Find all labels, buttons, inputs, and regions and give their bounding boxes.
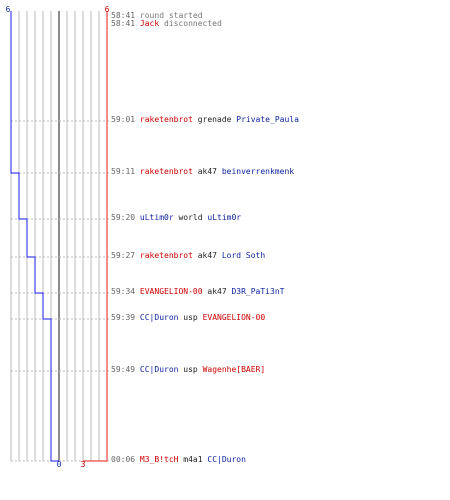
- event-line: 59:34 EVANGELION-00 ak47 D3R_PaTi3nT: [111, 287, 284, 297]
- blue-alive-line: [10, 11, 59, 462]
- event-killer: uLtim0r: [139, 213, 174, 222]
- event-killer: M3_B!tcH: [139, 455, 179, 464]
- event-line: 58:41 Jack disconnected: [111, 19, 222, 29]
- event-player: Jack: [139, 19, 160, 28]
- event-line: 00:06 M3_B!tcH m4a1 CC|Duron: [111, 455, 246, 465]
- event-time: 59:11: [111, 167, 136, 176]
- event-weapon: ak47: [207, 287, 227, 296]
- event-time: 59:34: [111, 287, 136, 296]
- event-weapon: ak47: [197, 167, 217, 176]
- event-time: 59:27: [111, 251, 136, 260]
- event-weapon: ak47: [197, 251, 217, 260]
- event-killer: EVANGELION-00: [139, 287, 203, 296]
- event-weapon: grenade: [197, 115, 232, 124]
- event-victim: uLtim0r: [207, 213, 242, 222]
- red-start-count-label: 6: [105, 5, 110, 14]
- event-time: 59:49: [111, 365, 136, 374]
- event-time: 00:06: [111, 455, 136, 464]
- event-line: 59:01 raketenbrot grenade Private_Paula: [111, 115, 299, 125]
- event-weapon: world: [178, 213, 203, 222]
- event-line: 59:49 CC|Duron usp Wagenhe[BAER]: [111, 365, 265, 375]
- event-time: 59:39: [111, 313, 136, 322]
- event-victim: Private_Paula: [236, 115, 299, 124]
- event-victim: D3R_PaTi3nT: [231, 287, 285, 296]
- event-time: 58:41: [111, 19, 136, 28]
- blue-end-count-label: 0: [57, 460, 62, 469]
- event-time: 59:01: [111, 115, 136, 124]
- event-line: 59:11 raketenbrot ak47 beinverrenkmenk: [111, 167, 294, 177]
- event-killer: raketenbrot: [139, 167, 193, 176]
- red-end-count-label: 3: [81, 460, 86, 469]
- event-action: round started: [139, 11, 203, 20]
- event-victim: Wagenhe[BAER]: [202, 365, 266, 374]
- event-weapon: m4a1: [183, 455, 203, 464]
- event-line: 59:27 raketenbrot ak47 Lord Soth: [111, 251, 265, 261]
- event-line: 58:41 round started: [111, 11, 203, 21]
- event-line: 59:20 uLtim0r world uLtim0r: [111, 213, 241, 223]
- red-alive-line: [83, 11, 108, 462]
- event-victim: beinverrenkmenk: [221, 167, 295, 176]
- event-killer: raketenbrot: [139, 115, 193, 124]
- event-weapon: usp: [183, 365, 198, 374]
- event-time: 58:41: [111, 11, 136, 20]
- event-killer: CC|Duron: [139, 313, 179, 322]
- blue-start-count-label: 6: [6, 5, 11, 14]
- event-victim: EVANGELION-00: [202, 313, 266, 322]
- event-victim: Lord Soth: [221, 251, 266, 260]
- event-time: 59:20: [111, 213, 136, 222]
- event-weapon: usp: [183, 313, 198, 322]
- event-line: 59:39 CC|Duron usp EVANGELION-00: [111, 313, 265, 323]
- event-victim: CC|Duron: [207, 455, 246, 464]
- event-action: disconnected: [164, 19, 222, 28]
- event-killer: raketenbrot: [139, 251, 193, 260]
- event-killer: CC|Duron: [139, 365, 179, 374]
